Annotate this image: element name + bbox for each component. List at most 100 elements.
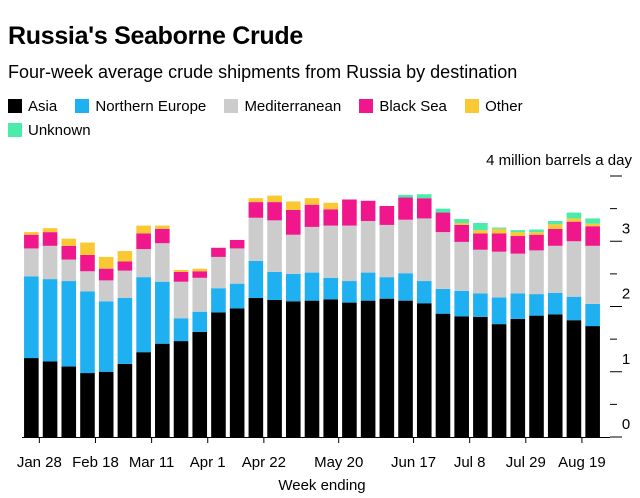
bar-segment-northern-europe-20 <box>398 273 413 301</box>
bar-segment-other-1 <box>42 228 58 233</box>
bar-segment-asia-17 <box>342 302 357 437</box>
bar-segment-other-6 <box>136 225 151 234</box>
bar-segment-unknown-23 <box>454 219 469 223</box>
bar-segment-northern-europe-18 <box>360 272 376 301</box>
bar-segment-mediterranean-0 <box>24 248 39 277</box>
x-tick-label-jan-28: Jan 28 <box>17 454 62 471</box>
bar-segment-asia-30 <box>585 326 600 437</box>
x-tick-label-jul-29: Jul 29 <box>506 454 546 471</box>
bar-segment-black-sea-29 <box>566 221 582 242</box>
bar-segment-asia-21 <box>416 303 432 437</box>
bar-segment-northern-europe-22 <box>435 288 451 314</box>
bar-segment-unknown-29 <box>566 212 582 219</box>
bar-segment-asia-22 <box>435 313 451 437</box>
x-tick-label-aug-19: Aug 19 <box>558 454 606 471</box>
legend-swatch-asia <box>8 99 22 113</box>
bar-segment-mediterranean-17 <box>342 225 357 282</box>
bar-segment-northern-europe-21 <box>416 281 432 304</box>
bar-segment-asia-26 <box>510 318 526 437</box>
bar-segment-northern-europe-24 <box>473 293 488 317</box>
bar-segment-asia-10 <box>211 312 226 437</box>
bar-segment-black-sea-7 <box>155 228 170 244</box>
bar-segment-mediterranean-6 <box>136 249 151 278</box>
bar-segment-mediterranean-14 <box>285 234 301 274</box>
bar-segment-mediterranean-21 <box>416 218 432 282</box>
bar-segment-northern-europe-27 <box>529 294 544 316</box>
bar-segment-asia-25 <box>491 324 507 437</box>
bar-segment-black-sea-21 <box>416 198 432 219</box>
bar-segment-asia-28 <box>547 314 563 437</box>
bar-segment-mediterranean-2 <box>61 259 77 282</box>
legend-label-northern-europe: Northern Europe <box>95 97 207 115</box>
bar-segment-black-sea-11 <box>229 239 245 249</box>
bar-segment-unknown-24 <box>473 222 488 231</box>
x-tick-label-may-20: May 20 <box>314 454 363 471</box>
bar-segment-other-14 <box>285 201 301 210</box>
bar-segment-northern-europe-9 <box>192 311 208 332</box>
bar-segment-northern-europe-5 <box>117 298 133 364</box>
bar-segment-unknown-21 <box>416 194 432 199</box>
bar-segment-northern-europe-0 <box>24 276 39 359</box>
bar-segment-mediterranean-22 <box>435 232 451 289</box>
bar-segment-black-sea-30 <box>585 226 600 246</box>
bar-segment-black-sea-22 <box>435 212 451 233</box>
bar-segment-black-sea-2 <box>61 245 77 260</box>
bar-segment-mediterranean-30 <box>585 245 600 304</box>
bar-segment-asia-9 <box>192 331 208 437</box>
bar-segment-northern-europe-23 <box>454 290 469 317</box>
bar-segment-mediterranean-11 <box>229 248 245 284</box>
bar-segment-asia-11 <box>229 308 245 437</box>
bar-segment-mediterranean-8 <box>173 281 189 319</box>
bar-segment-other-8 <box>173 269 189 272</box>
bar-segment-unknown-20 <box>398 194 413 198</box>
bar-segment-mediterranean-20 <box>398 219 413 274</box>
bar-segment-black-sea-19 <box>379 206 395 225</box>
x-tick-label-apr-22: Apr 22 <box>242 454 286 471</box>
legend-item-black-sea: Black Sea <box>359 94 447 118</box>
bar-segment-black-sea-8 <box>173 271 189 282</box>
bar-segment-other-5 <box>117 251 133 262</box>
bar-segment-mediterranean-7 <box>155 243 170 282</box>
bar-segment-northern-europe-14 <box>285 273 301 302</box>
bar-segment-northern-europe-29 <box>566 296 582 321</box>
bar-segment-other-2 <box>61 238 77 246</box>
y-tick-label-0: 0 <box>622 416 630 433</box>
bar-segment-unknown-27 <box>529 229 544 233</box>
bar-segment-mediterranean-24 <box>473 249 488 294</box>
bar-segment-mediterranean-27 <box>529 250 544 295</box>
bar-segment-asia-3 <box>80 373 95 438</box>
legend-item-asia: Asia <box>8 94 57 118</box>
x-tick-label-jul-8: Jul 8 <box>454 454 486 471</box>
bar-segment-asia-15 <box>304 300 320 437</box>
bar-segment-black-sea-15 <box>304 204 320 227</box>
bar-segment-black-sea-12 <box>248 202 264 218</box>
bar-segment-mediterranean-9 <box>192 277 208 312</box>
bar-segment-mediterranean-23 <box>454 241 469 291</box>
bar-segment-other-24 <box>473 230 488 234</box>
bar-segment-northern-europe-6 <box>136 277 151 353</box>
x-axis-title: Week ending <box>278 477 365 494</box>
legend: Asia Northern Europe Mediterranean Black… <box>8 94 608 142</box>
bar-segment-northern-europe-4 <box>98 301 114 372</box>
bar-segment-black-sea-25 <box>491 233 507 252</box>
bar-segment-northern-europe-30 <box>585 303 600 327</box>
bar-segment-other-27 <box>529 232 544 235</box>
bar-segment-mediterranean-19 <box>379 224 395 278</box>
bar-segment-northern-europe-8 <box>173 318 189 342</box>
bar-segment-other-7 <box>155 225 170 229</box>
bar-segment-other-25 <box>491 228 507 234</box>
bar-segment-asia-8 <box>173 341 189 437</box>
bar-segment-other-13 <box>267 195 282 203</box>
legend-label-unknown: Unknown <box>28 121 91 139</box>
bar-segment-northern-europe-3 <box>80 291 95 374</box>
x-tick-label-apr-1: Apr 1 <box>190 454 226 471</box>
chart-subtitle: Four-week average crude shipments from R… <box>8 62 518 82</box>
bar-segment-asia-16 <box>323 299 338 437</box>
bar-segment-northern-europe-19 <box>379 277 395 299</box>
bar-segment-mediterranean-1 <box>42 245 58 280</box>
legend-item-mediterranean: Mediterranean <box>224 94 341 118</box>
bar-segment-other-3 <box>80 242 95 255</box>
bar-segment-northern-europe-13 <box>267 271 282 300</box>
bar-segment-other-9 <box>192 268 208 272</box>
